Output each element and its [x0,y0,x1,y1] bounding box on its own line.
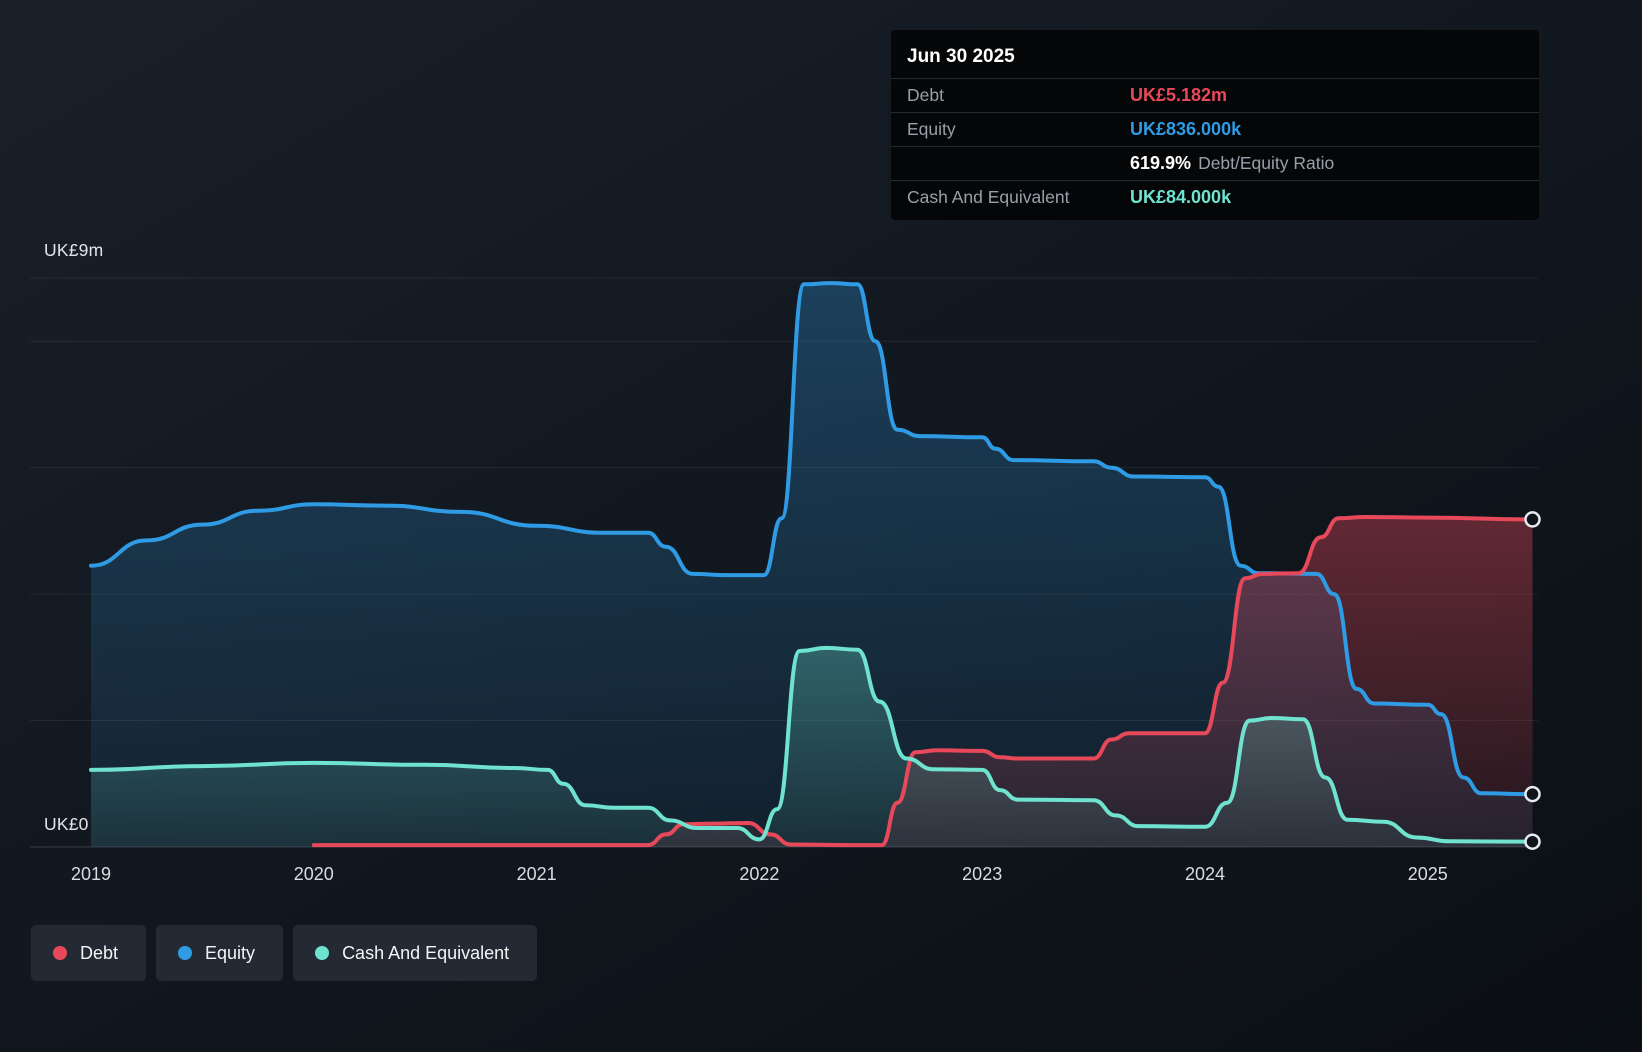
chart-legend: Debt Equity Cash And Equivalent [31,925,538,981]
equity-area [91,283,1533,848]
equity-endpoint-marker [1524,785,1541,803]
tooltip-value-equity: UK£836.000k [1130,119,1242,139]
tooltip-label-debt: Debt [907,85,944,105]
x-tick-label-2023: 2023 [962,864,1002,884]
legend-item-cash[interactable]: Cash And Equivalent [293,925,538,981]
x-tick-label-2020: 2020 [294,864,334,884]
tooltip-label-equity: Equity [907,119,956,139]
tooltip-value-ratio: 619.9% [1130,153,1192,173]
y-axis-label-top: UK£9m [44,240,104,260]
x-tick-label-2022: 2022 [739,864,779,884]
legend-label-cash: Cash And Equivalent [342,942,510,963]
tooltip-row-ratio: 619.9% Debt/Equity Ratio [891,146,1539,180]
y-axis-label-bottom: UK£0 [44,814,89,834]
x-tick-label-2025: 2025 [1408,864,1448,884]
tooltip-date: Jun 30 2025 [907,46,1015,67]
x-tick-label-2024: 2024 [1185,864,1225,884]
tooltip-label-cash: Cash And Equivalent [907,187,1070,207]
equity-dot-icon [178,946,193,960]
legend-item-equity[interactable]: Equity [156,925,284,981]
legend-item-debt[interactable]: Debt [31,925,147,981]
debt-dot-icon [53,946,67,960]
tooltip-value-cash: UK£84.000k [1130,187,1232,207]
cash-dot-icon [315,946,330,960]
tooltip-ratio-suffix: Debt/Equity Ratio [1198,153,1335,173]
legend-label-debt: Debt [80,942,119,963]
chart-tooltip: Jun 30 2025 Debt UK£5.182m Equity UK£836… [891,30,1539,220]
debt-area [313,517,1533,847]
tooltip-value-debt: UK£5.182m [1130,85,1228,105]
cash-line [89,645,1535,844]
tooltip-row-debt: Debt UK£5.182m [891,78,1539,112]
tooltip-row-equity: Equity UK£836.000k [891,112,1539,146]
equity-line [89,281,1535,797]
cash-endpoint-marker [1524,833,1541,850]
debt-line [311,515,1535,848]
x-tick-label-2019: 2019 [71,864,111,884]
tooltip-row-cash: Cash And Equivalent UK£84.000k [891,180,1539,214]
legend-label-equity: Equity [205,942,256,963]
debt-endpoint-marker [1524,511,1541,528]
x-tick-label-2021: 2021 [517,864,557,884]
cash-area [91,647,1533,847]
